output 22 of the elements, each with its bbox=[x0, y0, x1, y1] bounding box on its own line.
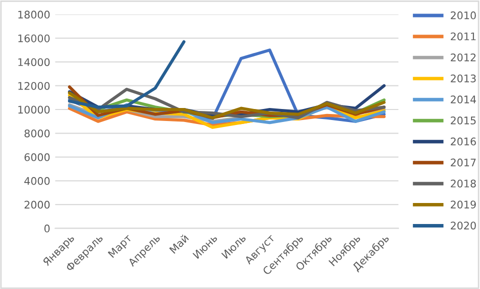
legend-label: 2016 bbox=[450, 138, 476, 146]
legend-label: 2018 bbox=[450, 180, 476, 188]
legend-label: 2015 bbox=[450, 116, 476, 124]
y-tick-label: 6000 bbox=[24, 153, 50, 162]
y-tick-label: 10000 bbox=[18, 106, 50, 114]
y-tick-label: 18000 bbox=[18, 10, 50, 19]
y-tick-label: 8000 bbox=[24, 129, 50, 138]
legend-label: 2012 bbox=[450, 53, 476, 62]
legend-label: 2011 bbox=[450, 32, 476, 40]
legend-label: 2014 bbox=[450, 96, 476, 104]
legend-label: 2020 bbox=[450, 222, 476, 230]
legend-label: 2010 bbox=[450, 11, 476, 20]
line-series bbox=[68, 40, 186, 109]
y-tick-label: 14000 bbox=[18, 58, 50, 66]
y-tick-label: 12000 bbox=[18, 82, 50, 90]
y-tick-label: 4000 bbox=[24, 177, 50, 185]
y-tick-label: 16000 bbox=[18, 34, 50, 42]
legend-label: 2019 bbox=[450, 200, 476, 208]
y-tick-label: 0 bbox=[44, 224, 50, 232]
legend-label: 2017 bbox=[450, 158, 476, 166]
legend-label: 2013 bbox=[450, 74, 476, 82]
y-tick-label: 2000 bbox=[24, 200, 50, 209]
